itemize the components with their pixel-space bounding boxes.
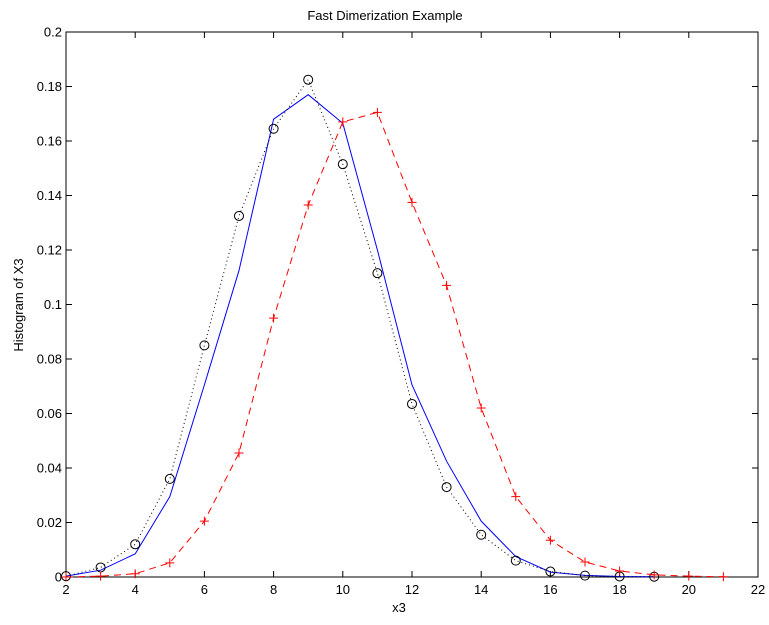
- series-3-point: [372, 107, 382, 117]
- x-axis-label: x3: [392, 600, 406, 615]
- series-3-point: [545, 535, 555, 545]
- series-3-point: [199, 516, 209, 526]
- y-tick-label: 0.2: [44, 25, 62, 40]
- series-3-point: [61, 572, 71, 582]
- series-3-point: [476, 403, 486, 413]
- series-2-point: [545, 566, 556, 577]
- y-tick-label: 0.04: [37, 461, 62, 476]
- series-3-point: [303, 200, 313, 210]
- series-2-point: [476, 529, 487, 540]
- series-2-point: [337, 159, 348, 170]
- y-tick-label: 0.06: [37, 406, 62, 421]
- axes: 2 4 6 8 10 12 14 16 18 20 22 0 0.02 0.04 0.06 0.08 0.1 0.…: [37, 25, 766, 598]
- y-tick-label: 0.18: [37, 79, 62, 94]
- y-tick-label: 0.08: [37, 352, 62, 367]
- series-3-point: [718, 572, 728, 582]
- series-2-point: [441, 482, 452, 493]
- series-3-point: [269, 313, 279, 323]
- series-3-point: [649, 570, 659, 580]
- series-2-point: [268, 123, 279, 134]
- x-tick-label: 6: [201, 582, 208, 597]
- y-tick-label: 0: [55, 570, 62, 585]
- series-2-point: [580, 570, 590, 581]
- series-3-point: [511, 492, 521, 502]
- series-3-point: [234, 448, 244, 458]
- series-2-point: [510, 555, 521, 566]
- series-3-point: [96, 571, 106, 581]
- series-3-point: [684, 571, 694, 581]
- x-tick-label: 14: [474, 582, 488, 597]
- y-axis-label: Histogram of X3: [11, 258, 26, 351]
- y-tick-label: 0.1: [44, 297, 62, 312]
- y-tick-label: 0.02: [37, 515, 62, 530]
- series-3-point: [407, 197, 417, 207]
- series-2-point: [234, 210, 244, 221]
- chart-title: Fast Dimerization Example: [307, 8, 462, 23]
- series-3-point: [442, 280, 452, 290]
- x-tick-label: 4: [132, 582, 139, 597]
- x-tick-label: 2: [62, 582, 69, 597]
- series-3-point: [130, 569, 140, 579]
- y-tick-label: 0.14: [37, 188, 62, 203]
- plot-frame: [65, 31, 759, 578]
- series-2-point: [199, 340, 210, 351]
- series-2-point: [407, 398, 417, 409]
- series-3-line: [65, 111, 724, 578]
- series-3-point: [580, 557, 590, 567]
- series-2-point: [164, 473, 175, 484]
- series-3-point: [165, 558, 175, 568]
- x-tick-label: 20: [682, 582, 696, 597]
- series-3-point: [615, 566, 625, 576]
- x-tick-label: 18: [612, 582, 626, 597]
- series-group: [61, 74, 728, 582]
- x-tick-label: 16: [543, 582, 557, 597]
- series-2-point: [130, 539, 141, 550]
- y-tick-label: 0.12: [37, 243, 62, 258]
- x-tick-label: 12: [405, 582, 419, 597]
- series-2-point: [303, 74, 314, 85]
- series-3-point: [338, 117, 348, 127]
- y-tick-label: 0.16: [37, 134, 62, 149]
- series-2-point: [372, 268, 383, 279]
- x-tick-label: 8: [270, 582, 277, 597]
- x-tick-label: 10: [336, 582, 350, 597]
- series-2-line: [65, 78, 655, 578]
- x-tick-label: 22: [751, 582, 765, 597]
